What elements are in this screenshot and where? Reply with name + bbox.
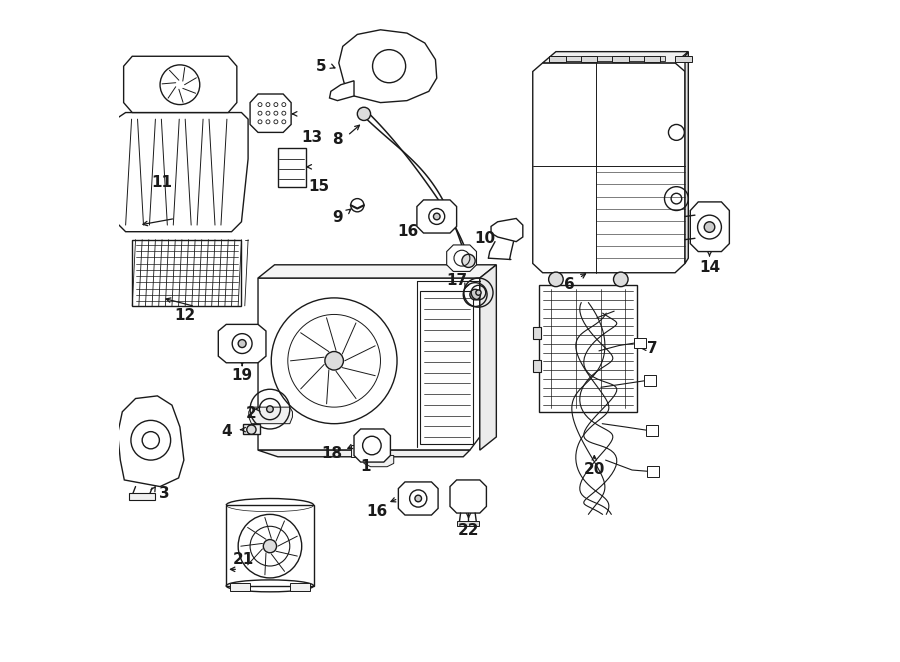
Polygon shape — [329, 81, 354, 101]
Text: 2: 2 — [246, 406, 256, 421]
Polygon shape — [258, 450, 470, 457]
Polygon shape — [399, 482, 438, 515]
Bar — [612, 56, 629, 62]
Bar — [634, 338, 646, 348]
Text: 16: 16 — [397, 224, 418, 239]
Polygon shape — [116, 113, 248, 232]
Text: 7: 7 — [647, 341, 658, 355]
Polygon shape — [118, 396, 184, 487]
Bar — [132, 240, 241, 306]
Polygon shape — [258, 278, 480, 450]
Polygon shape — [250, 94, 291, 132]
Circle shape — [238, 340, 246, 348]
Bar — [278, 148, 306, 187]
Circle shape — [325, 352, 344, 370]
Bar — [351, 445, 391, 457]
Bar — [644, 56, 661, 62]
Text: 8: 8 — [332, 132, 343, 146]
Polygon shape — [450, 480, 486, 513]
Text: 17: 17 — [446, 273, 467, 287]
Text: 15: 15 — [309, 179, 329, 194]
Text: 12: 12 — [175, 308, 196, 323]
Text: 11: 11 — [151, 175, 173, 189]
Bar — [647, 466, 659, 477]
Circle shape — [470, 289, 481, 300]
Circle shape — [434, 213, 440, 220]
Circle shape — [704, 222, 715, 232]
Text: 5: 5 — [316, 59, 326, 73]
Polygon shape — [364, 455, 393, 467]
Polygon shape — [219, 324, 266, 363]
Bar — [646, 425, 658, 436]
Circle shape — [357, 107, 371, 120]
Text: 16: 16 — [366, 504, 388, 518]
Text: 10: 10 — [474, 231, 496, 246]
Text: 18: 18 — [321, 446, 343, 461]
Bar — [290, 583, 310, 591]
Text: 13: 13 — [302, 130, 323, 145]
Text: 14: 14 — [699, 260, 720, 275]
Polygon shape — [446, 245, 476, 271]
Text: 19: 19 — [231, 368, 253, 383]
Bar — [533, 327, 541, 339]
Text: 4: 4 — [221, 424, 232, 439]
Circle shape — [549, 272, 563, 287]
Polygon shape — [417, 200, 456, 233]
Bar — [539, 285, 637, 412]
Polygon shape — [543, 52, 688, 63]
Bar — [244, 424, 260, 434]
Polygon shape — [258, 265, 496, 278]
Polygon shape — [685, 52, 688, 263]
Bar — [556, 56, 665, 61]
Bar — [230, 583, 250, 591]
Circle shape — [266, 406, 274, 412]
Bar — [675, 56, 691, 62]
Text: 6: 6 — [563, 277, 574, 292]
Bar — [533, 360, 541, 372]
Circle shape — [614, 272, 628, 287]
Bar — [456, 521, 479, 526]
Circle shape — [476, 290, 482, 295]
Polygon shape — [491, 218, 523, 242]
Polygon shape — [480, 265, 496, 450]
Polygon shape — [354, 429, 391, 462]
Bar — [549, 56, 566, 62]
Bar — [580, 56, 598, 62]
Bar — [129, 493, 156, 500]
Text: 21: 21 — [233, 552, 254, 567]
Text: 1: 1 — [360, 459, 371, 474]
Bar — [420, 291, 473, 444]
Bar — [644, 375, 656, 386]
Text: 22: 22 — [458, 524, 480, 538]
Circle shape — [264, 540, 276, 553]
Polygon shape — [338, 30, 436, 103]
Bar — [226, 505, 313, 586]
Circle shape — [247, 425, 256, 434]
Text: 9: 9 — [332, 210, 343, 224]
Polygon shape — [533, 63, 685, 273]
Circle shape — [415, 495, 421, 502]
Text: 20: 20 — [583, 462, 605, 477]
Polygon shape — [248, 407, 292, 424]
Circle shape — [462, 254, 475, 267]
Text: 3: 3 — [158, 487, 169, 501]
Polygon shape — [123, 56, 237, 113]
Polygon shape — [690, 202, 729, 252]
